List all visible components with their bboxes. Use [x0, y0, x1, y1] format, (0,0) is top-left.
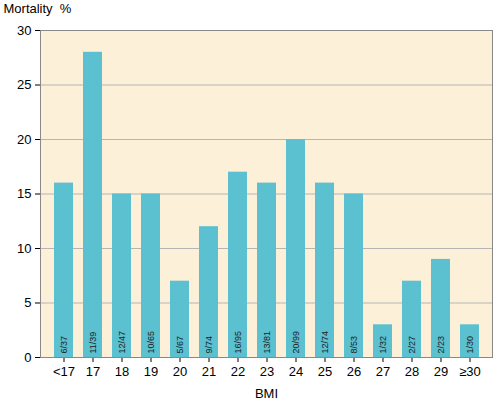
svg-text:10/65: 10/65: [146, 331, 156, 354]
svg-text:23: 23: [260, 364, 274, 379]
svg-text:1/32: 1/32: [378, 336, 388, 354]
svg-text:25: 25: [17, 77, 31, 92]
svg-text:20: 20: [173, 364, 187, 379]
svg-text:18: 18: [115, 364, 129, 379]
svg-text:5/67: 5/67: [175, 336, 185, 354]
svg-text:20/99: 20/99: [291, 331, 301, 354]
svg-text:30: 30: [17, 23, 31, 38]
svg-text:28: 28: [405, 364, 419, 379]
svg-text:<17: <17: [53, 364, 75, 379]
svg-text:9/74: 9/74: [204, 336, 214, 354]
svg-text:6/37: 6/37: [59, 336, 69, 354]
svg-text:5: 5: [24, 295, 31, 310]
svg-text:24: 24: [289, 364, 303, 379]
svg-text:2/23: 2/23: [436, 336, 446, 354]
svg-text:1/30: 1/30: [465, 336, 475, 354]
svg-text:12/74: 12/74: [320, 331, 330, 354]
svg-text:BMI: BMI: [255, 386, 278, 401]
svg-text:≥30: ≥30: [459, 364, 481, 379]
svg-text:16/95: 16/95: [233, 331, 243, 354]
svg-text:13/81: 13/81: [262, 331, 272, 354]
svg-text:25: 25: [318, 364, 332, 379]
svg-text:8/53: 8/53: [349, 336, 359, 354]
svg-text:11/39: 11/39: [88, 332, 98, 354]
svg-text:27: 27: [376, 364, 390, 379]
svg-text:20: 20: [17, 132, 31, 147]
svg-text:19: 19: [144, 364, 158, 379]
svg-text:12/47: 12/47: [117, 331, 127, 354]
svg-text:2/27: 2/27: [407, 336, 417, 354]
svg-text:26: 26: [347, 364, 361, 379]
svg-text:0: 0: [24, 350, 31, 365]
svg-text:21: 21: [202, 364, 216, 379]
svg-text:29: 29: [434, 364, 448, 379]
svg-text:17: 17: [86, 364, 100, 379]
svg-text:15: 15: [17, 186, 31, 201]
svg-text:10: 10: [17, 241, 31, 256]
svg-text:22: 22: [231, 364, 245, 379]
svg-text:Mortality %: Mortality %: [4, 1, 72, 16]
